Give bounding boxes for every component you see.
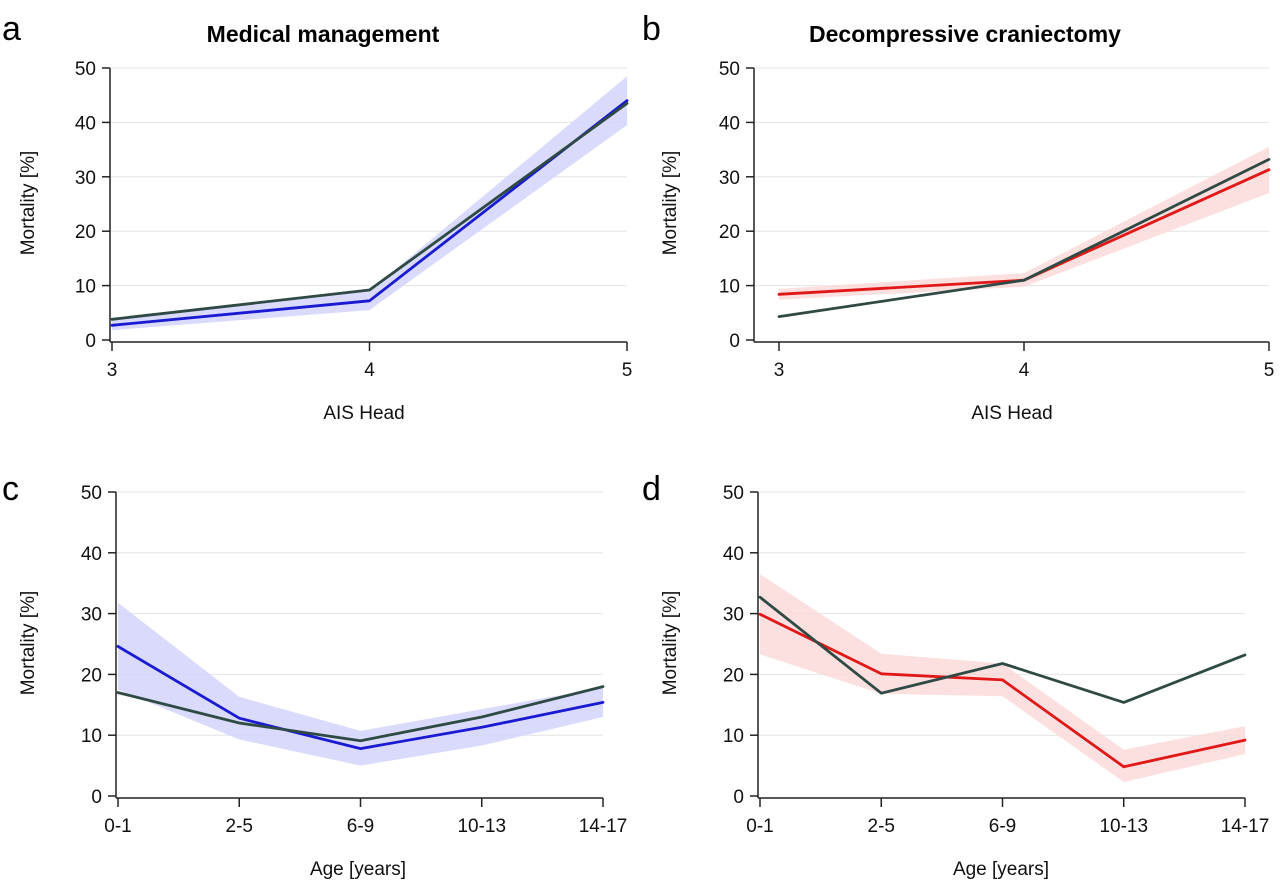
panel-d: d Age [years] Mortality [%] 0 10 20 30 40 50 0…: [642, 470, 1269, 880]
series-line-2: [758, 595, 1247, 704]
series-line-2: [116, 685, 605, 743]
x-tick-label: 0-1: [104, 816, 131, 837]
x-tick-label: 2-5: [226, 816, 253, 837]
panel-title: Decompressive craniectomy: [809, 21, 1121, 47]
x-tick-label: 5: [1264, 360, 1275, 381]
panel-c: c Age [years] Mortality [%] 0 10 20 30 40 50 0…: [2, 470, 627, 880]
y-tick-label: 20: [75, 222, 96, 243]
x-tick-label: 10-13: [1099, 816, 1148, 837]
y-tick-label: 20: [719, 222, 740, 243]
y-tick-label: 0: [733, 787, 744, 808]
x-tick-label: 3: [107, 360, 118, 381]
x-tick-label: 14-17: [1221, 816, 1270, 837]
y-tick-label: 50: [723, 483, 744, 504]
x-axis-label: AIS Head: [323, 403, 404, 424]
panel-letter-b: b: [642, 10, 661, 48]
x-tick-label: 5: [622, 360, 633, 381]
x-tick-label: 3: [774, 360, 785, 381]
x-tick-label: 4: [364, 360, 375, 381]
x-tick-label: 4: [1019, 360, 1030, 381]
series-line-1: [110, 99, 629, 327]
x-axis-label: Age [years]: [310, 859, 406, 880]
y-tick-label: 20: [723, 665, 744, 686]
panel-letter-c: c: [2, 470, 19, 508]
y-tick-label: 0: [91, 787, 102, 808]
x-tick-label: 10-13: [457, 816, 506, 837]
panel-b: b Decompressive craniectomy AIS Head Mor…: [642, 10, 1274, 424]
panel-letter-a: a: [2, 10, 21, 48]
y-tick-label: 10: [75, 277, 96, 298]
y-tick-label: 0: [729, 331, 740, 352]
y-axis-label: Mortality [%]: [18, 151, 39, 256]
y-tick-label: 50: [81, 483, 102, 504]
panel-a: a Medical management AIS Head Mortality …: [2, 10, 632, 424]
panel-title: Medical management: [207, 21, 440, 47]
x-axis-label: AIS Head: [971, 403, 1052, 424]
y-tick-label: 40: [75, 113, 96, 134]
y-axis-label: Mortality [%]: [18, 591, 39, 696]
x-axis-label: Age [years]: [953, 859, 1049, 880]
x-tick-label: 6-9: [347, 816, 374, 837]
y-tick-label: 40: [719, 113, 740, 134]
y-tick-label: 20: [81, 665, 102, 686]
y-tick-label: 40: [723, 544, 744, 565]
series-line-2: [777, 157, 1271, 319]
y-tick-label: 50: [75, 59, 96, 80]
confidence-band: [118, 602, 603, 766]
y-tick-label: 40: [81, 544, 102, 565]
x-tick-label: 6-9: [989, 816, 1016, 837]
confidence-band: [779, 146, 1269, 300]
y-axis-label: Mortality [%]: [660, 151, 681, 256]
y-tick-label: 30: [75, 168, 96, 189]
y-tick-label: 30: [81, 605, 102, 626]
panel-letter-d: d: [642, 470, 661, 508]
x-tick-label: 0-1: [746, 816, 773, 837]
y-tick-label: 0: [85, 331, 96, 352]
x-tick-label: 14-17: [579, 816, 628, 837]
y-tick-label: 10: [723, 726, 744, 747]
series-line-2: [110, 102, 629, 321]
series-line-1: [116, 645, 605, 750]
y-axis-label: Mortality [%]: [660, 591, 681, 696]
y-tick-label: 30: [719, 168, 740, 189]
y-tick-label: 30: [723, 605, 744, 626]
confidence-band: [112, 76, 627, 331]
y-tick-label: 50: [719, 59, 740, 80]
y-tick-label: 10: [81, 726, 102, 747]
series-line-1: [758, 612, 1247, 769]
x-tick-label: 2-5: [868, 816, 895, 837]
y-tick-label: 10: [719, 277, 740, 298]
confidence-band: [760, 574, 1245, 782]
